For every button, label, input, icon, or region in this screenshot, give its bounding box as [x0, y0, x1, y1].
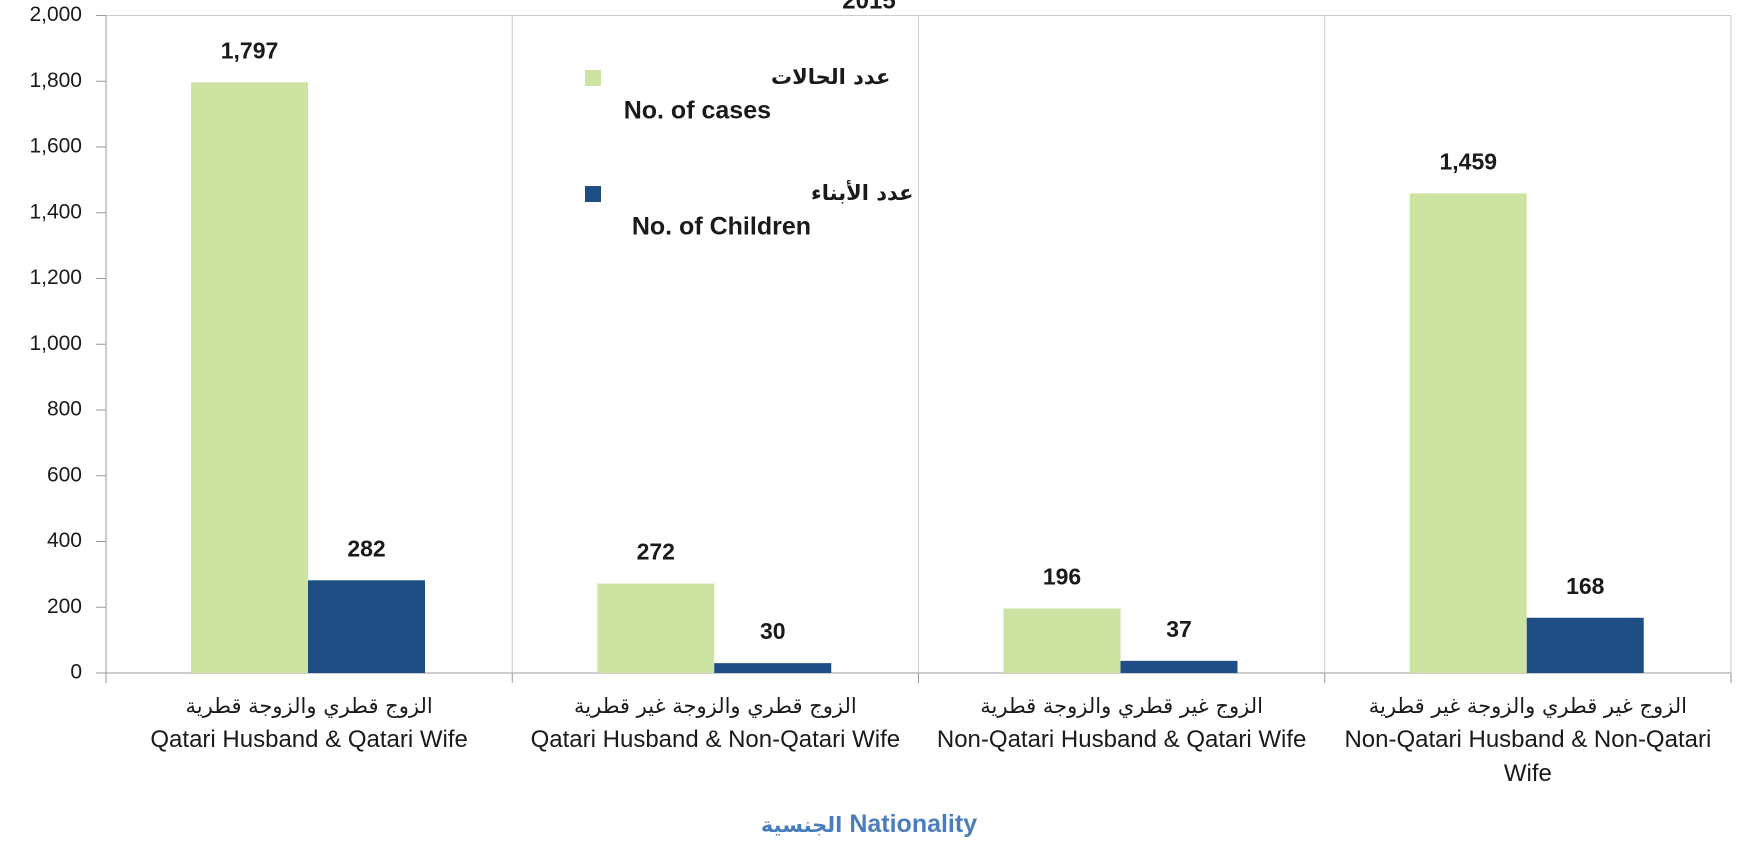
- y-tick-label: 1,000: [29, 332, 82, 355]
- y-tick-label: 2,000: [29, 3, 82, 26]
- data-label: 37: [1166, 616, 1192, 642]
- x-tick-label: Non-Qatari Husband & Qatari Wife: [936, 726, 1307, 753]
- legend-swatch: [585, 70, 601, 86]
- bar: [308, 580, 425, 673]
- x-tick-label-ar: الزوج قطري والزوجة قطرية: [185, 694, 433, 718]
- x-tick-label-ar: الزوج قطري والزوجة غير قطرية: [574, 694, 857, 718]
- axis-title-ar: الجنسية: [760, 813, 843, 837]
- y-tick-label: 600: [47, 463, 82, 486]
- y-tick-label: 200: [47, 595, 82, 618]
- data-label: 168: [1566, 573, 1605, 599]
- bar: [1526, 617, 1644, 673]
- x-tick-label: Non-Qatari Husband & Non-Qatari Wife: [1344, 726, 1712, 787]
- data-label: 282: [347, 535, 385, 561]
- y-tick-label: 1,200: [29, 266, 82, 289]
- x-tick-label: Qatari Husband & Non-Qatari Wife: [530, 726, 901, 753]
- data-label: 272: [637, 539, 675, 565]
- legend-label-ar: عدد الحالات: [771, 65, 890, 89]
- y-tick-label: 0: [70, 661, 82, 684]
- data-label: 30: [760, 618, 786, 644]
- legend-label-ar: عدد الأبناء: [811, 179, 913, 205]
- bar: [714, 663, 832, 673]
- chart-title: 2015: [842, 0, 895, 14]
- legend-label: No. of cases: [624, 97, 771, 125]
- x-tick-label-ar: الزوج غير قطري والزوجة غير قطرية: [1368, 694, 1688, 718]
- bar: [1003, 608, 1121, 673]
- y-tick-label: 1,800: [29, 69, 82, 92]
- y-tick-label: 800: [47, 398, 82, 421]
- bar: [1409, 193, 1527, 673]
- legend-swatch: [585, 186, 601, 202]
- y-tick-label: 400: [47, 529, 82, 552]
- data-label: 1,459: [1439, 148, 1497, 174]
- bar: [597, 583, 715, 673]
- bar: [191, 82, 308, 673]
- y-tick-label: 1,400: [29, 200, 82, 223]
- y-tick-label: 1,600: [29, 135, 82, 158]
- axis-title-en: Nationality: [849, 810, 978, 838]
- x-tick-label-ar: الزوج غير قطري والزوجة قطرية: [980, 694, 1263, 718]
- data-label: 1,797: [221, 37, 279, 63]
- axis-title: الجنسية Nationality: [0, 810, 1738, 839]
- data-label: 196: [1043, 564, 1081, 590]
- bar: [1120, 660, 1238, 673]
- legend-label: No. of Children: [632, 213, 811, 241]
- x-tick-label: Qatari Husband & Qatari Wife: [150, 726, 468, 753]
